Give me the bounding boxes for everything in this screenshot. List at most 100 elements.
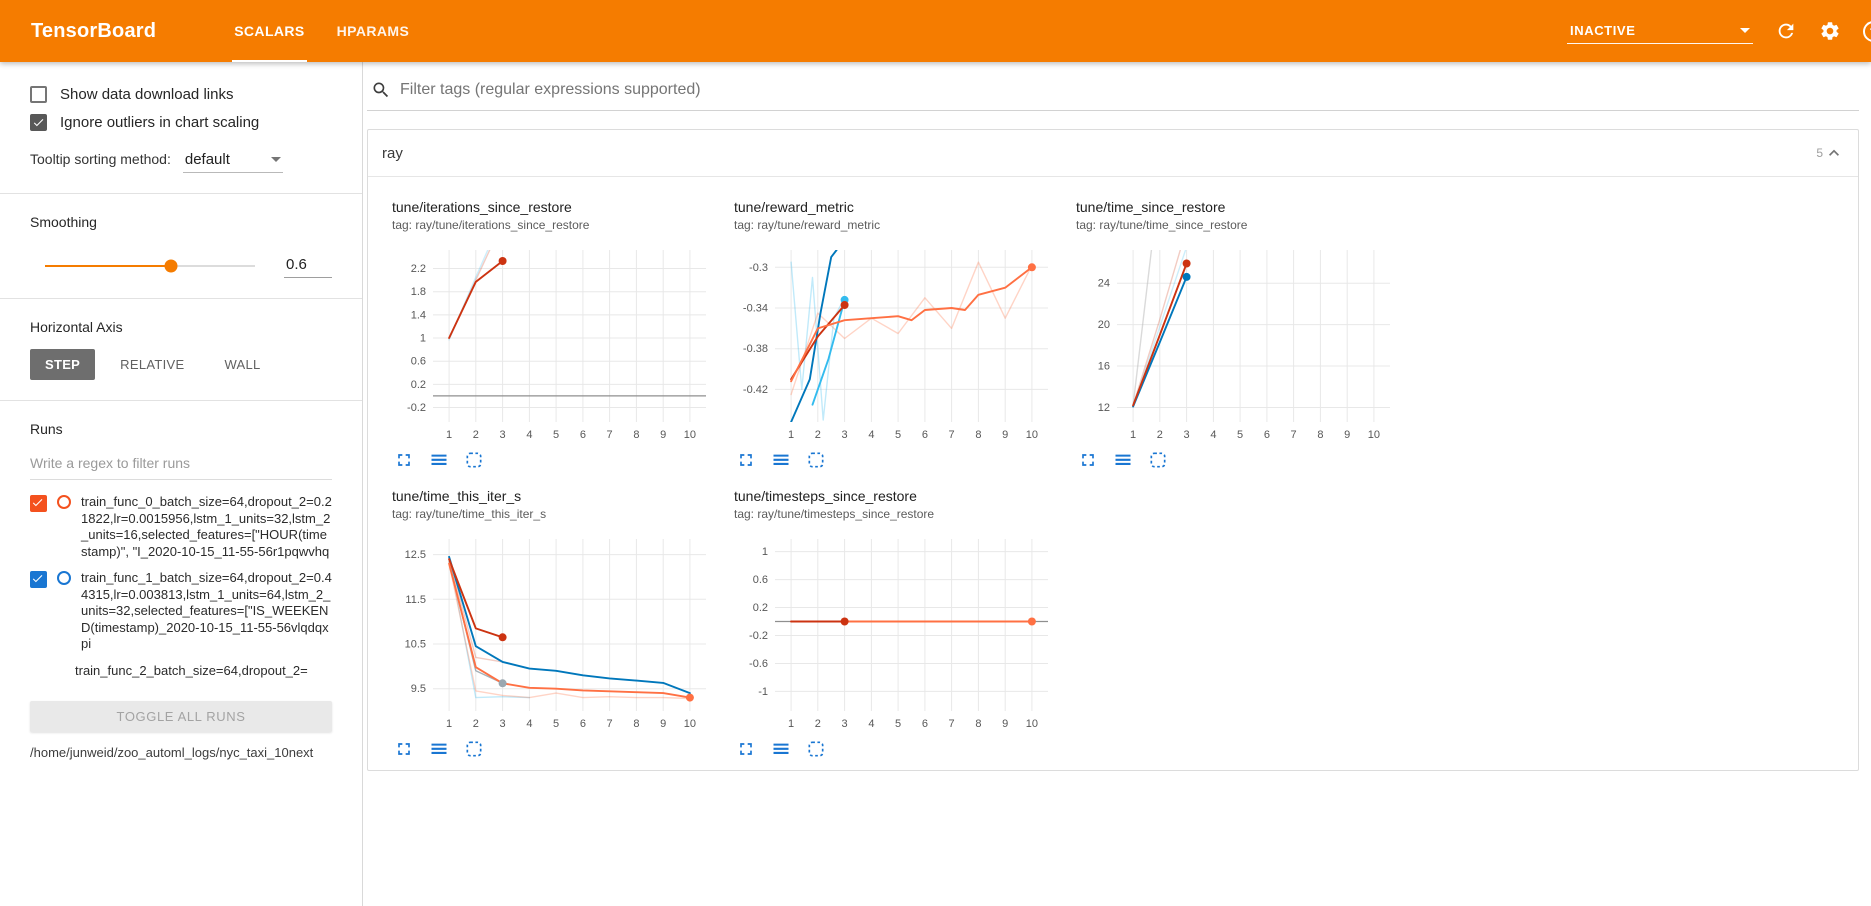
- svg-text:6: 6: [922, 429, 928, 441]
- settings-gear-icon[interactable]: [1819, 20, 1841, 42]
- fullscreen-icon[interactable]: [1078, 450, 1098, 470]
- svg-text:7: 7: [949, 429, 955, 441]
- svg-text:1: 1: [788, 718, 794, 730]
- collapse-chevron-up-icon[interactable]: [1824, 143, 1844, 163]
- smoothing-slider-fill: [45, 265, 171, 267]
- svg-text:10: 10: [1026, 718, 1038, 730]
- run-checkbox[interactable]: [30, 495, 47, 512]
- svg-text:-0.3: -0.3: [749, 262, 768, 274]
- toggle-all-runs-button[interactable]: TOGGLE ALL RUNS: [30, 701, 332, 732]
- tag-group-title: ray: [382, 144, 403, 162]
- svg-text:5: 5: [895, 718, 901, 730]
- tab-scalars[interactable]: SCALARS: [218, 0, 320, 62]
- svg-text:10: 10: [1026, 429, 1038, 441]
- run-item[interactable]: train_func_1_batch_size=64,dropout_2=0.4…: [30, 570, 332, 653]
- svg-text:4: 4: [868, 718, 874, 730]
- chevron-down-icon: [270, 157, 281, 162]
- fullscreen-icon[interactable]: [736, 450, 756, 470]
- run-item[interactable]: train_func_0_batch_size=64,dropout_2=0.2…: [30, 494, 332, 560]
- fit-domain-icon[interactable]: [806, 450, 826, 470]
- chart-card: tune/iterations_since_restore tag: ray/tu…: [374, 185, 716, 474]
- svg-text:10: 10: [684, 429, 696, 441]
- tab-hparams[interactable]: HPARAMS: [336, 23, 410, 39]
- run-data-icon[interactable]: [429, 450, 449, 470]
- svg-text:6: 6: [580, 429, 586, 441]
- divider: [0, 193, 362, 194]
- divider: [0, 400, 362, 401]
- tooltip-sorting-select[interactable]: default: [182, 149, 283, 173]
- chart-title: tune/time_since_restore: [1076, 199, 1226, 215]
- axis-relative-button[interactable]: RELATIVE: [120, 357, 185, 372]
- svg-text:3: 3: [500, 718, 506, 730]
- axis-step-button[interactable]: STEP: [30, 349, 96, 380]
- run-label: train_func_0_batch_size=64,dropout_2=0.2…: [81, 494, 332, 559]
- svg-text:9: 9: [1002, 429, 1008, 441]
- svg-text:9.5: 9.5: [411, 683, 426, 695]
- fullscreen-icon[interactable]: [736, 739, 756, 759]
- run-data-icon[interactable]: [429, 739, 449, 759]
- svg-text:6: 6: [1264, 429, 1270, 441]
- show-download-links-checkbox[interactable]: [30, 86, 47, 103]
- help-icon[interactable]: ?: [1863, 20, 1871, 42]
- ignore-outliers-checkbox[interactable]: [30, 114, 47, 131]
- data-status-dropdown[interactable]: INACTIVE: [1567, 18, 1753, 44]
- chart-title: tune/timesteps_since_restore: [734, 488, 917, 504]
- status-label: INACTIVE: [1570, 23, 1636, 38]
- svg-text:4: 4: [868, 429, 874, 441]
- chart-plot[interactable]: 1 2 3 4 5 6 7 8 9 10 -0.42 -0.38 -0.34 -0.3: [726, 240, 1056, 448]
- run-data-icon[interactable]: [1113, 450, 1133, 470]
- axis-wall-button[interactable]: WALL: [224, 357, 261, 372]
- svg-text:1: 1: [762, 546, 768, 558]
- filter-tags-row: [367, 76, 1859, 111]
- fit-domain-icon[interactable]: [1148, 450, 1168, 470]
- chart-plot[interactable]: 1 2 3 4 5 6 7 8 9 10 -1 -0.6 -0.2 0.2 0.6 1: [726, 529, 1056, 737]
- svg-text:1: 1: [446, 429, 452, 441]
- app-title: TensorBoard: [31, 19, 157, 42]
- svg-text:9: 9: [660, 429, 666, 441]
- tag-group-header[interactable]: ray 5: [368, 130, 1858, 177]
- fit-domain-icon[interactable]: [464, 739, 484, 759]
- run-data-icon[interactable]: [771, 739, 791, 759]
- filter-tags-input[interactable]: [400, 81, 1857, 99]
- chart-tag: tag: ray/tune/iterations_since_restore: [392, 218, 590, 232]
- chart-tag: tag: ray/tune/time_this_iter_s: [392, 507, 547, 521]
- run-data-icon[interactable]: [771, 450, 791, 470]
- run-radio[interactable]: [57, 495, 71, 509]
- run-item[interactable]: train_func_2_batch_size=64,dropout_2=: [30, 663, 332, 678]
- svg-text:7: 7: [1291, 429, 1297, 441]
- fit-domain-icon[interactable]: [806, 739, 826, 759]
- run-checkbox[interactable]: [30, 571, 47, 588]
- fullscreen-icon[interactable]: [394, 739, 414, 759]
- svg-text:9: 9: [660, 718, 666, 730]
- chart-card: tune/timesteps_since_restore tag: ray/tun…: [716, 474, 1058, 763]
- horizontal-axis-label: Horizontal Axis: [30, 319, 123, 335]
- show-download-links-label: Show data download links: [60, 86, 234, 103]
- chart-plot[interactable]: 1 2 3 4 5 6 7 8 9 10 9.5 10.5 11.5 12.5: [384, 529, 714, 737]
- svg-text:12.5: 12.5: [405, 549, 426, 561]
- svg-text:16: 16: [1098, 361, 1110, 373]
- svg-text:-0.6: -0.6: [749, 658, 768, 670]
- chart-tag: tag: ray/tune/timesteps_since_restore: [734, 507, 935, 521]
- runs-filter-input[interactable]: [30, 449, 332, 480]
- svg-text:1: 1: [1130, 429, 1136, 441]
- chart-card: tune/time_this_iter_s tag: ray/tune/time_…: [374, 474, 716, 763]
- svg-text:0.2: 0.2: [753, 602, 768, 614]
- smoothing-slider[interactable]: [45, 259, 255, 273]
- smoothing-value-input[interactable]: [284, 254, 332, 278]
- svg-text:1: 1: [420, 333, 426, 345]
- run-radio[interactable]: [57, 571, 71, 585]
- refresh-icon[interactable]: [1775, 20, 1797, 42]
- main-content: ray 5 tune/iterations_since_restore tag: …: [363, 62, 1871, 906]
- smoothing-slider-thumb[interactable]: [164, 259, 178, 273]
- show-download-links-row[interactable]: Show data download links: [30, 86, 332, 103]
- chart-actions: [1078, 450, 1396, 470]
- tooltip-sorting-label: Tooltip sorting method:: [30, 151, 171, 167]
- chart-title: tune/iterations_since_restore: [392, 199, 572, 215]
- chart-plot[interactable]: 1 2 3 4 5 6 7 8 9 10 -0.2 0.2 0.6 1 1.4 1.8 2.2: [384, 240, 714, 448]
- svg-text:2: 2: [815, 429, 821, 441]
- ignore-outliers-row[interactable]: Ignore outliers in chart scaling: [30, 114, 332, 131]
- fit-domain-icon[interactable]: [464, 450, 484, 470]
- log-directory-path: /home/junweid/zoo_automl_logs/nyc_taxi_1…: [30, 745, 314, 760]
- fullscreen-icon[interactable]: [394, 450, 414, 470]
